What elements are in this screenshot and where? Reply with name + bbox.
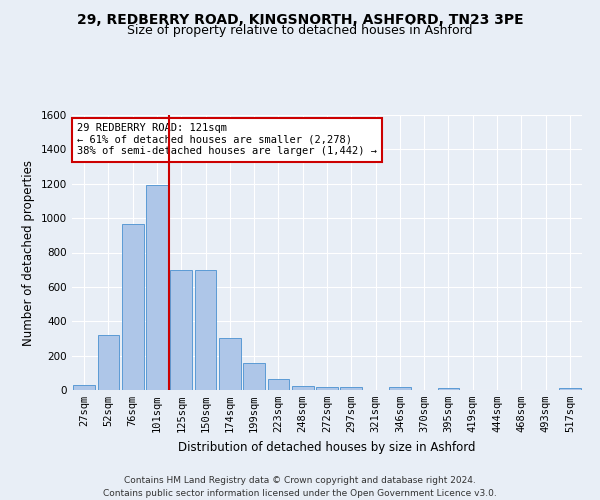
Text: Size of property relative to detached houses in Ashford: Size of property relative to detached ho… [127, 24, 473, 37]
Text: 29, REDBERRY ROAD, KINGSNORTH, ASHFORD, TN23 3PE: 29, REDBERRY ROAD, KINGSNORTH, ASHFORD, … [77, 12, 523, 26]
Text: Contains HM Land Registry data © Crown copyright and database right 2024.
Contai: Contains HM Land Registry data © Crown c… [103, 476, 497, 498]
Bar [219, 338, 241, 390]
Bar [559, 388, 581, 390]
Bar [170, 270, 192, 390]
Bar [243, 364, 265, 390]
Bar [268, 379, 289, 390]
Y-axis label: Number of detached properties: Number of detached properties [22, 160, 35, 346]
X-axis label: Distribution of detached houses by size in Ashford: Distribution of detached houses by size … [178, 440, 476, 454]
Bar [97, 335, 119, 390]
Bar [389, 388, 411, 390]
Bar [437, 388, 460, 390]
Bar [122, 224, 143, 390]
Bar [292, 386, 314, 390]
Bar [194, 270, 217, 390]
Text: 29 REDBERRY ROAD: 121sqm
← 61% of detached houses are smaller (2,278)
38% of sem: 29 REDBERRY ROAD: 121sqm ← 61% of detach… [77, 123, 377, 156]
Bar [316, 386, 338, 390]
Bar [73, 385, 95, 390]
Bar [146, 186, 168, 390]
Bar [340, 386, 362, 390]
